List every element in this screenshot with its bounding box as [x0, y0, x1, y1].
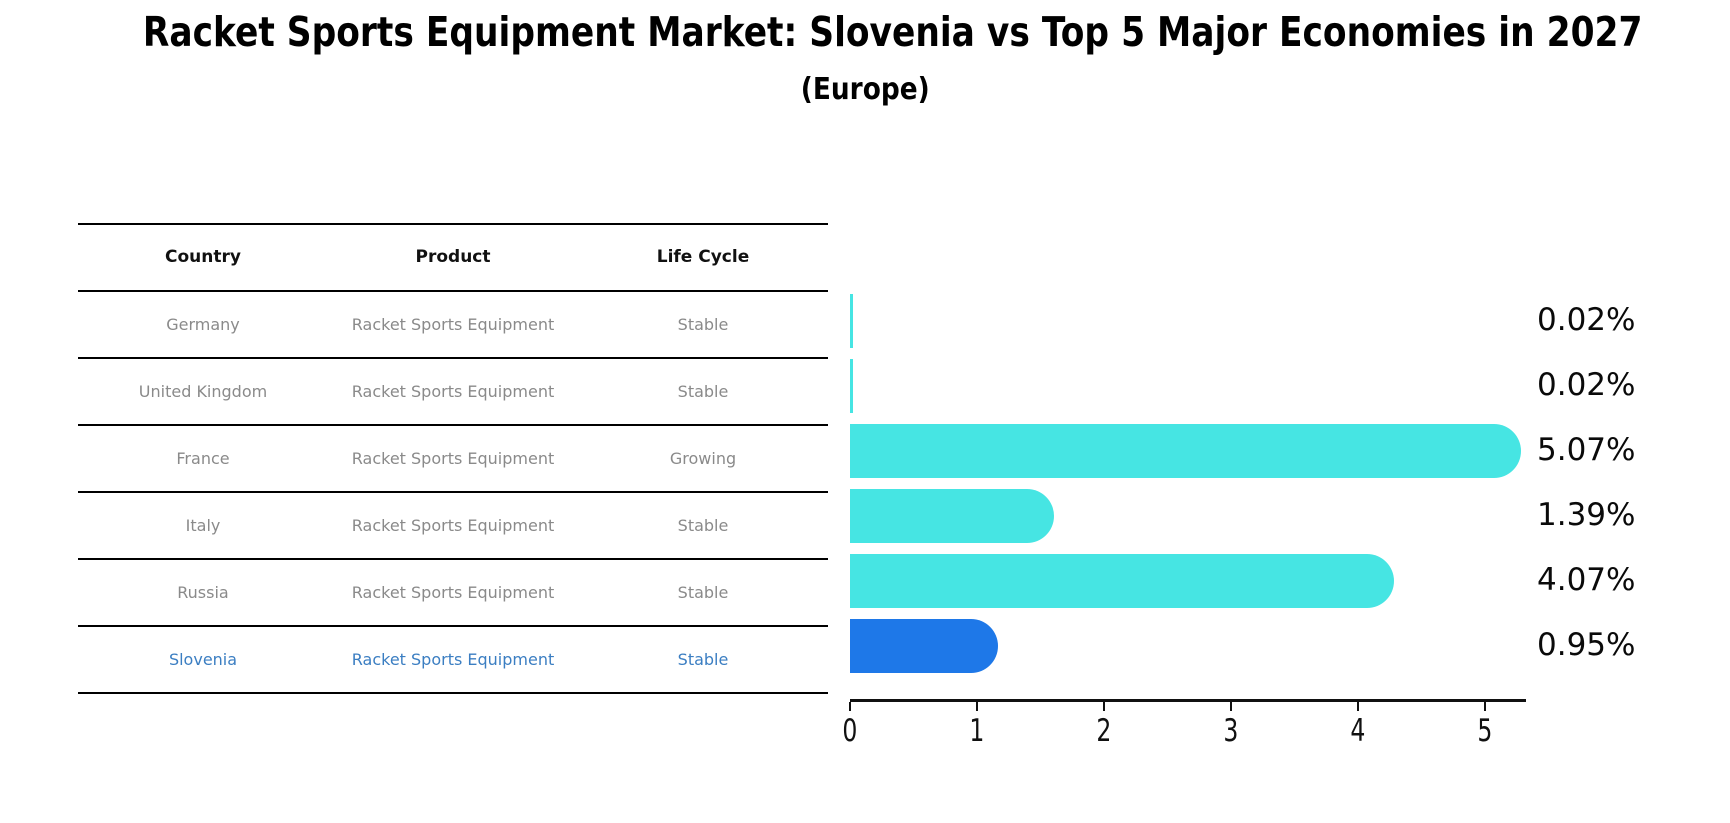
product-cell: Racket Sports Equipment [351, 582, 555, 602]
chart-title: Racket Sports Equipment Market: Slovenia… [0, 8, 1730, 56]
bar-france [850, 423, 1521, 478]
x-axis-tick [1484, 702, 1486, 711]
chart-subtitle-text: (Europe) [800, 72, 930, 107]
col-header-life-cycle: Life Cycle [656, 247, 750, 268]
x-axis-tick-label: 5 [1477, 713, 1493, 749]
x-axis-tick [849, 702, 851, 711]
bar-italy [850, 488, 1054, 543]
country-cell: Slovenia [168, 649, 238, 669]
product-cell: Racket Sports Equipment [351, 448, 555, 468]
table-body: Germany Racket Sports Equipment Stable Unit… [78, 292, 828, 694]
table-row-germany: Germany Racket Sports Equipment Stable [78, 292, 828, 359]
x-axis-line [850, 699, 1526, 702]
life-cycle-cell: Stable [677, 582, 729, 602]
x-axis-tick-label: 1 [969, 713, 985, 749]
bar-value-label: 1.39% [1537, 496, 1636, 533]
bar-russia [850, 553, 1394, 608]
product-cell: Racket Sports Equipment [351, 515, 555, 535]
x-axis-tick [976, 702, 978, 711]
x-axis-tick [1357, 702, 1359, 711]
life-cycle-cell: Stable [677, 314, 729, 334]
country-cell: Russia [177, 582, 229, 602]
table-row-russia: Russia Racket Sports Equipment Stable [78, 560, 828, 627]
product-cell: Racket Sports Equipment [351, 314, 555, 334]
x-axis-tick-label: 3 [1223, 713, 1239, 749]
chart-title-text: Racket Sports Equipment Market: Slovenia… [142, 8, 1643, 56]
table-row-slovenia: Slovenia Racket Sports Equipment Stable [78, 627, 828, 694]
country-table: Country Product Life Cycle Germany Racket… [78, 223, 828, 694]
col-header-product: Product [415, 247, 491, 268]
bar-united-kingdom [850, 358, 853, 413]
table-row-france: France Racket Sports Equipment Growing [78, 426, 828, 493]
life-cycle-cell: Stable [677, 381, 729, 401]
table-header-row: Country Product Life Cycle [78, 225, 828, 292]
country-cell: United Kingdom [138, 381, 268, 401]
chart-subtitle: (Europe) [0, 72, 1730, 107]
life-cycle-cell: Stable [677, 515, 729, 535]
table-row-italy: Italy Racket Sports Equipment Stable [78, 493, 828, 560]
bar-slovenia [850, 619, 998, 673]
life-cycle-cell: Growing [669, 448, 737, 468]
bar-value-label: 4.07% [1537, 561, 1636, 598]
bar-value-label: 0.02% [1537, 301, 1636, 338]
x-axis-tick-label: 2 [1096, 713, 1112, 749]
bar-germany [850, 293, 853, 348]
x-axis-tick-label: 4 [1350, 713, 1366, 749]
product-cell: Racket Sports Equipment [351, 649, 555, 669]
country-cell: France [176, 448, 230, 468]
bar-value-label: 0.02% [1537, 366, 1636, 403]
table-row-united-kingdom: United Kingdom Racket Sports Equipment Sta… [78, 359, 828, 426]
x-axis-tick [1103, 702, 1105, 711]
bar-value-label: 5.07% [1537, 431, 1636, 468]
life-cycle-cell: Stable [677, 649, 729, 669]
x-axis-tick-label: 0 [842, 713, 858, 749]
product-cell: Racket Sports Equipment [351, 381, 555, 401]
x-axis-tick [1230, 702, 1232, 711]
country-cell: Germany [166, 314, 240, 334]
country-cell: Italy [185, 515, 221, 535]
bar-value-label: 0.95% [1537, 627, 1636, 663]
col-header-country: Country [165, 247, 241, 268]
